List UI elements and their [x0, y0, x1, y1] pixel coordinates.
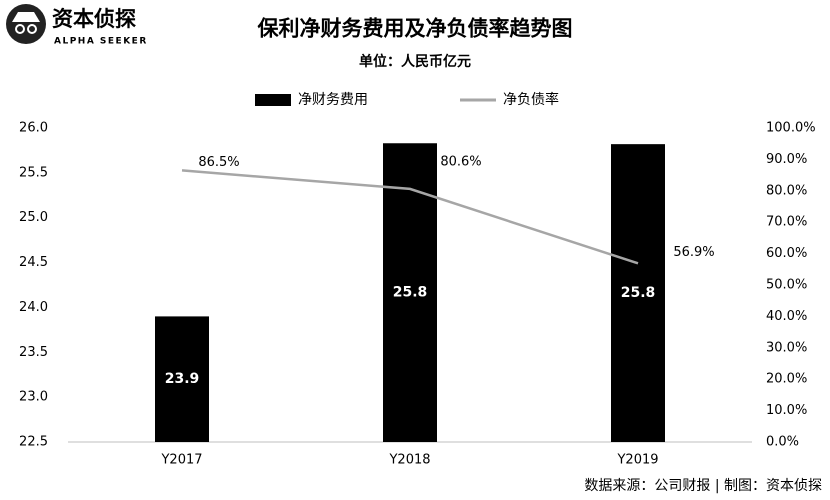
- bar-value-label: 23.9: [165, 371, 200, 387]
- logo-glass: [15, 24, 25, 34]
- source-note: 数据来源：公司财报 | 制图：资本侦探: [584, 478, 822, 494]
- x-tick-label: Y2017: [160, 453, 202, 468]
- y-tick-label: 23.5: [19, 345, 48, 360]
- x-tick-label: Y2019: [616, 453, 658, 468]
- legend-label: 净负债率: [503, 91, 559, 108]
- bar: [383, 143, 437, 442]
- y-tick-label: 25.0: [19, 210, 48, 225]
- legend-swatch: [255, 94, 291, 106]
- y2-tick-label: 30.0%: [766, 340, 807, 355]
- y-tick-label: 24.0: [19, 300, 48, 315]
- logo-hat: [12, 12, 40, 22]
- line-value-label: 56.9%: [673, 245, 714, 260]
- x-tick-label: Y2018: [388, 453, 430, 468]
- chart-subtitle: 单位：人民币亿元: [359, 53, 471, 70]
- bar: [155, 316, 209, 442]
- y2-tick-label: 60.0%: [766, 246, 807, 261]
- logo-glass: [27, 24, 37, 34]
- logo-icon: [6, 4, 46, 44]
- y2-tick-label: 50.0%: [766, 278, 807, 293]
- line: [181, 169, 639, 265]
- line-value-label: 86.5%: [198, 155, 239, 170]
- y2-tick-label: 70.0%: [766, 215, 807, 230]
- bar-value-label: 25.8: [621, 285, 656, 301]
- y2-tick-label: 10.0%: [766, 403, 807, 418]
- y2-tick-label: 90.0%: [766, 152, 807, 167]
- y-tick-label: 22.5: [19, 435, 48, 450]
- y-tick-label: 26.0: [19, 121, 48, 136]
- logo-tagline: ALPHA SEEKER: [54, 37, 148, 47]
- logo-name: 资本侦探: [52, 7, 136, 31]
- legend-label: 净财务费用: [298, 92, 368, 108]
- y-tick-label: 24.5: [19, 255, 48, 270]
- bar: [611, 144, 665, 443]
- y2-tick-label: 20.0%: [766, 372, 807, 387]
- y2-tick-label: 100.0%: [766, 121, 816, 136]
- chart-title: 保利净财务费用及净负债率趋势图: [257, 16, 573, 41]
- y2-tick-label: 80.0%: [766, 183, 807, 198]
- line-value-label: 80.6%: [440, 154, 481, 169]
- y-tick-label: 25.5: [19, 165, 48, 180]
- y2-tick-label: 40.0%: [766, 309, 807, 324]
- y2-tick-label: 0.0%: [766, 435, 799, 450]
- bar-value-label: 25.8: [393, 285, 428, 301]
- y-tick-label: 23.0: [19, 390, 48, 405]
